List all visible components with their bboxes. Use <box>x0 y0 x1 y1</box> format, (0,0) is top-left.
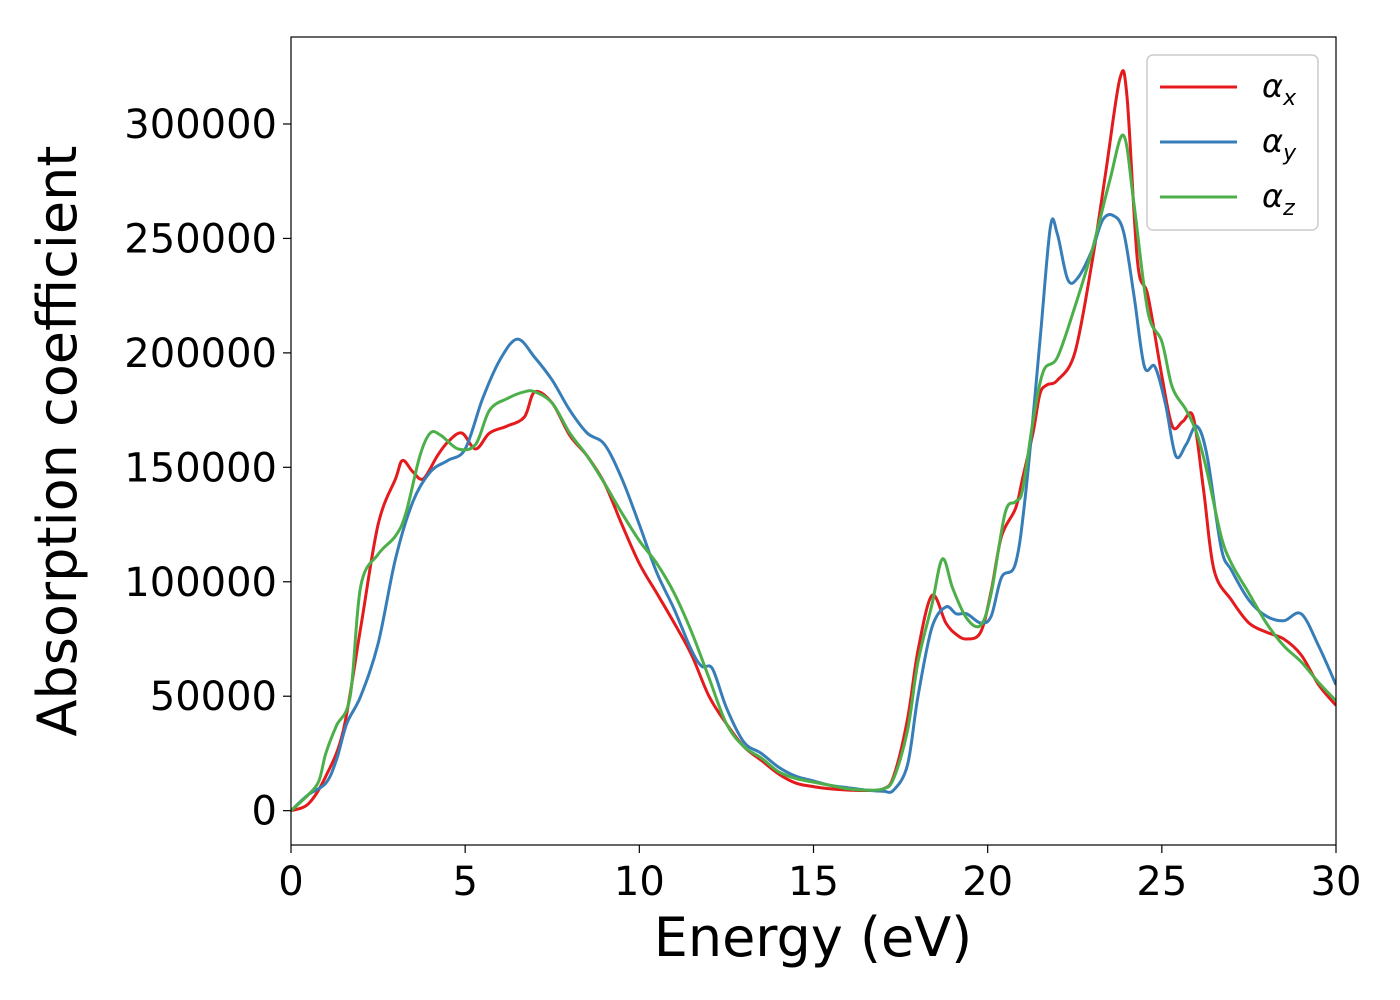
y-tick-label: 300000 <box>124 102 277 148</box>
x-tick-label: 10 <box>614 859 665 905</box>
series-line-y <box>291 213 1336 812</box>
x-axis-title: Energy (eV) <box>654 906 973 969</box>
y-tick-label: 150000 <box>124 445 277 491</box>
y-tick-label: 200000 <box>124 331 277 377</box>
x-tick-label: 20 <box>962 859 1013 905</box>
y-tick-label: 250000 <box>124 216 277 262</box>
y-tick-label: 0 <box>252 789 277 835</box>
x-tick-label: 5 <box>452 859 477 905</box>
y-axis: 0 50000 100000 150000 200000 250000 300000 <box>124 102 291 835</box>
legend-label-z: αz <box>1262 177 1295 221</box>
x-tick-label: 30 <box>1311 859 1362 905</box>
x-tick-label: 25 <box>1136 859 1187 905</box>
series-line-z <box>291 133 1336 812</box>
x-axis: 0 5 10 15 20 25 30 <box>278 845 1361 905</box>
y-tick-label: 50000 <box>150 674 277 720</box>
x-tick-label: 15 <box>788 859 839 905</box>
x-tick-label: 0 <box>278 859 303 905</box>
y-tick-label: 100000 <box>124 560 277 606</box>
series-layer <box>291 69 1336 813</box>
y-axis-title: Absorption coefficient <box>26 146 89 737</box>
